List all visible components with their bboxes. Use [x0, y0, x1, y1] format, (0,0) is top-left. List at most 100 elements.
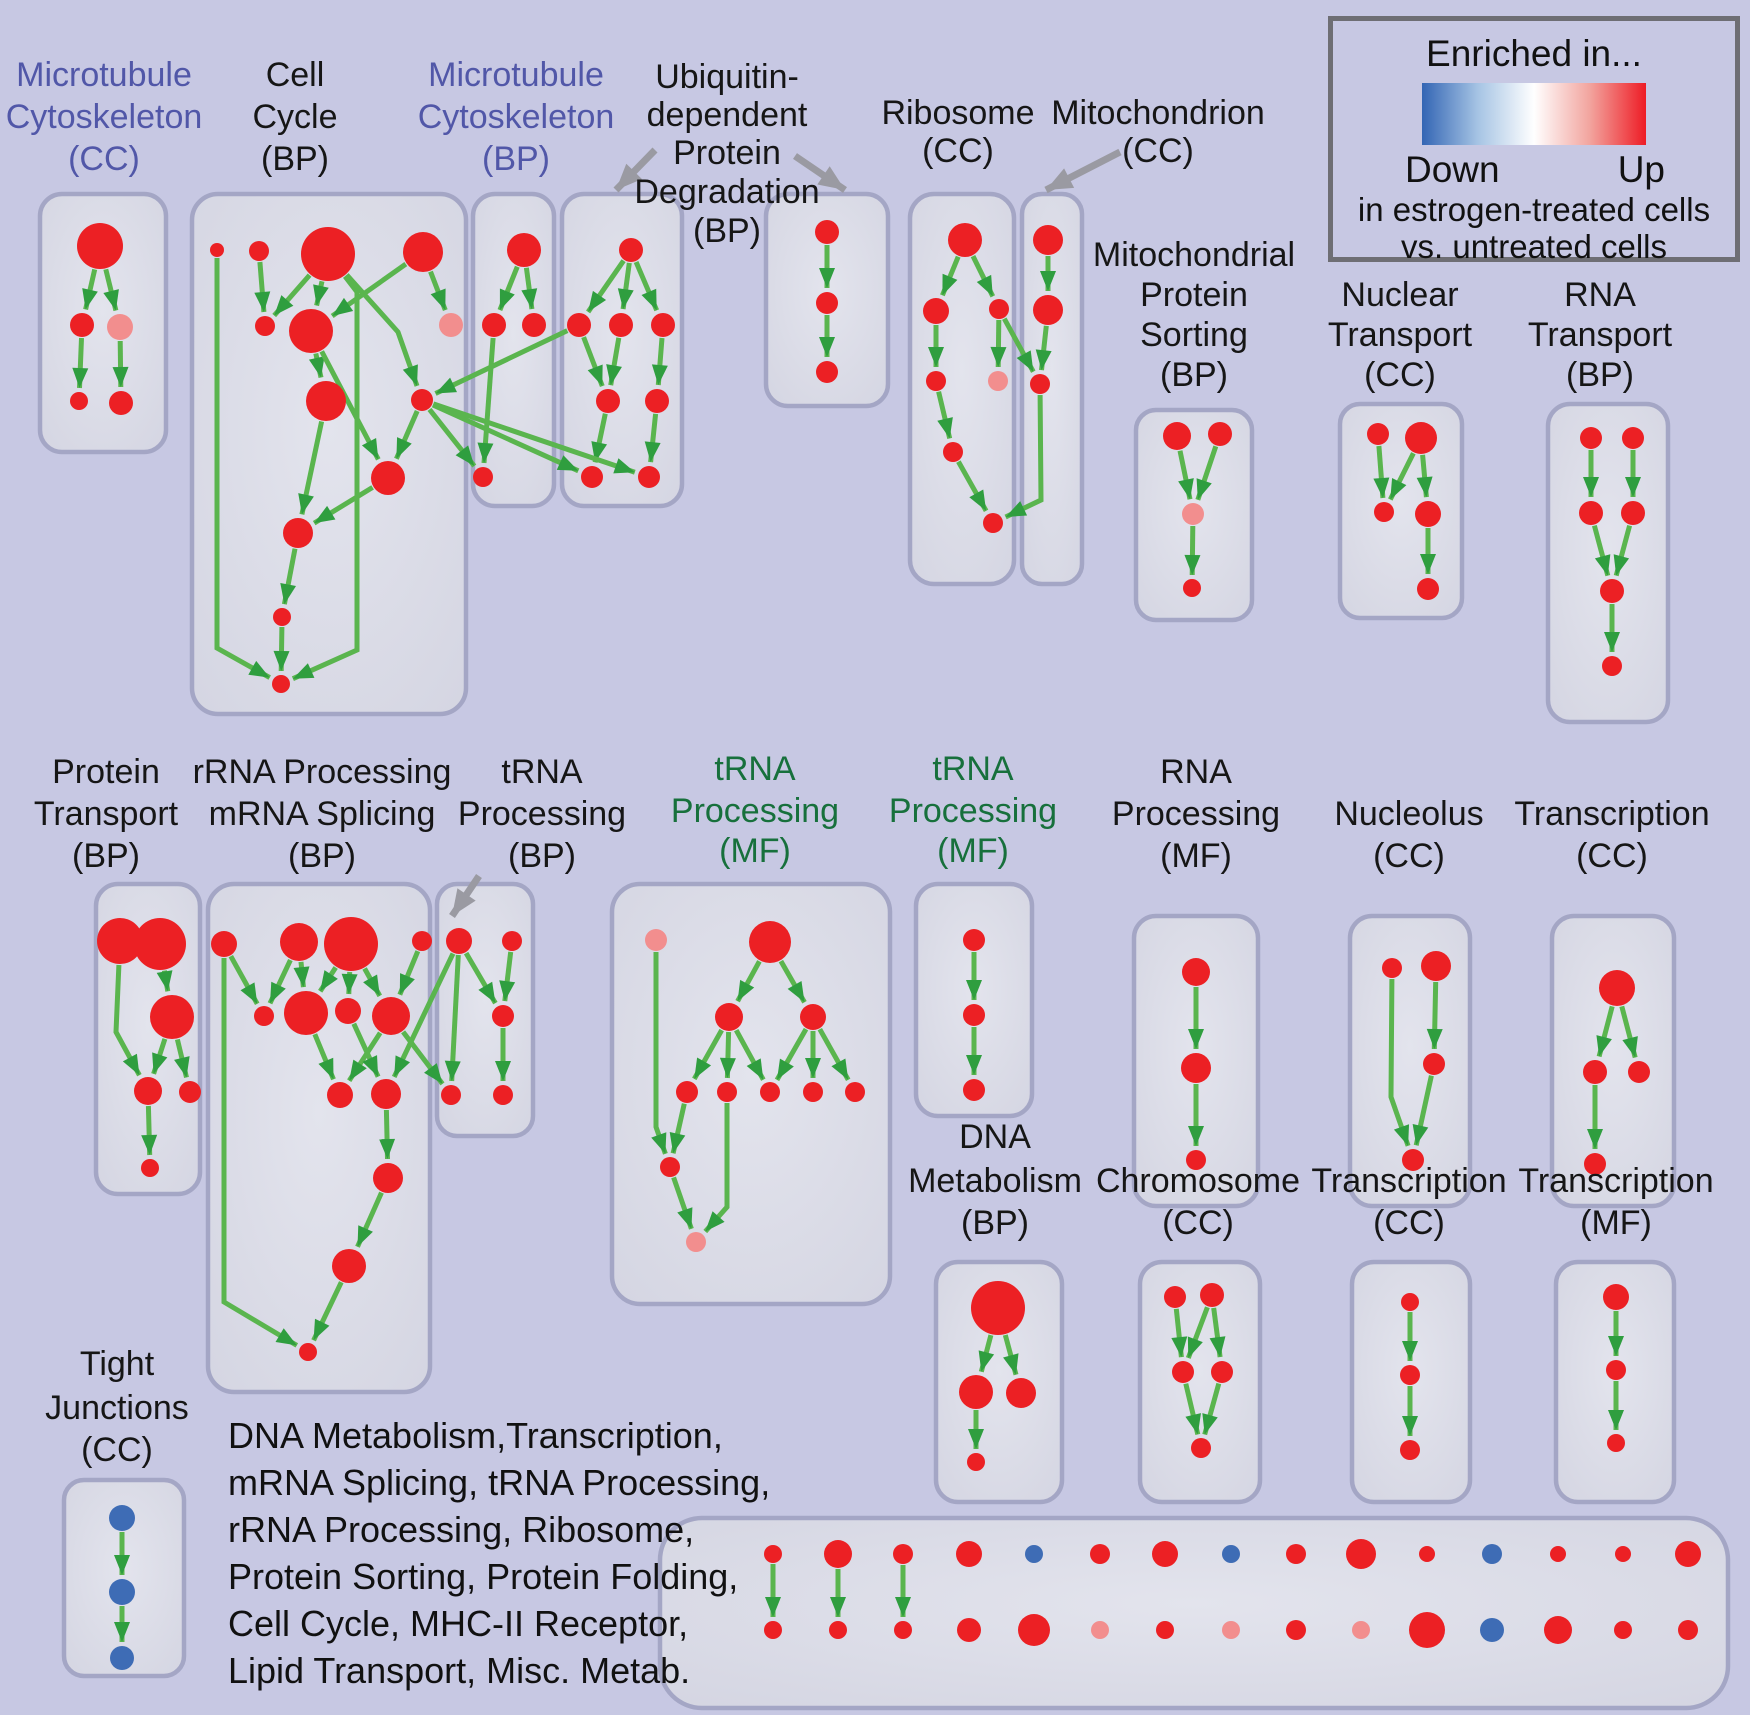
network-edge-n2-n4 [778, 959, 807, 1004]
network-edge-n3-n6 [719, 1031, 736, 1079]
cluster-label-8-line-2: Transport [1328, 316, 1473, 354]
network-node-m4 [441, 1085, 461, 1105]
network-node-s1 [971, 1281, 1025, 1335]
network-node-l4 [335, 998, 361, 1024]
network-node-bt2 [824, 1540, 852, 1568]
pointer-arrows-layer [449, 147, 1122, 918]
network-node-d5 [596, 389, 620, 413]
network-node-bt1 [764, 1545, 782, 1563]
cluster-label-18-line-3: (BP) [961, 1204, 1029, 1242]
cluster-label-9-line-3: (BP) [1566, 356, 1634, 394]
network-node-l7 [324, 917, 378, 971]
cluster-box-ubiquitin-bp-1 [559, 191, 685, 509]
legend-gradient-bar [1422, 83, 1646, 145]
network-edge-i2-i4 [1416, 454, 1433, 498]
cluster-label-11-line-2: mRNA Splicing [209, 795, 436, 833]
cluster-label-8-line-3: (CC) [1364, 356, 1436, 394]
network-edge-d1-d3 [617, 262, 634, 310]
network-node-b10 [371, 461, 405, 495]
network-node-j4 [1621, 501, 1645, 525]
network-edge-f1-f3 [970, 254, 996, 298]
network-node-l13 [299, 1343, 317, 1361]
network-edge-k2-k3 [156, 970, 173, 992]
network-node-s4 [967, 1453, 985, 1471]
network-node-n10 [660, 1157, 680, 1177]
network-node-k6 [141, 1159, 159, 1177]
network-node-n6 [717, 1082, 737, 1102]
misc-annotation-line-2: mRNA Splicing, tRNA Processing, [228, 1462, 771, 1503]
cluster-label-1-line-1: Microtubule [16, 56, 192, 94]
network-node-d6 [645, 389, 669, 413]
network-node-bb10 [1352, 1621, 1370, 1639]
cluster-label-18-line-2: Metabolism [908, 1162, 1082, 1200]
cluster-box-nucleolus-cc [1347, 913, 1473, 1209]
network-node-b13 [272, 675, 290, 693]
network-node-bb2 [829, 1621, 847, 1639]
network-node-h4 [1183, 579, 1201, 597]
cluster-label-12-line-2: Processing [458, 795, 626, 833]
network-node-bt13 [1550, 1546, 1566, 1562]
network-node-t4 [1211, 1361, 1233, 1383]
network-edge-r1-r3 [1619, 1005, 1638, 1059]
network-node-f1 [948, 223, 982, 257]
network-edge-f1-f2 [940, 255, 961, 297]
network-node-b11 [283, 518, 313, 548]
cluster-label-4-line-1: Ubiquitin- [655, 58, 799, 96]
network-node-k5 [179, 1081, 201, 1103]
cluster-label-3-line-1: Microtubule [428, 56, 604, 94]
network-node-m3 [492, 1005, 514, 1027]
network-edge-n2-n3 [735, 960, 762, 1003]
network-edge-b9-d8 [432, 401, 636, 475]
cluster-label-5-line-1: Ribosome [881, 94, 1034, 132]
network-edge-n1-n10 [651, 952, 668, 1155]
network-edge-b2-b5 [254, 261, 271, 313]
cluster-label-2-line-3: (BP) [261, 140, 329, 178]
cluster-box-chromosome-cc [1137, 1259, 1263, 1505]
network-node-b5 [255, 316, 275, 336]
network-node-b8 [306, 381, 346, 421]
network-node-i4 [1415, 501, 1441, 527]
network-node-bb4 [957, 1618, 981, 1642]
network-node-bt15 [1675, 1541, 1701, 1567]
cluster-label-16-line-1: Nucleolus [1334, 795, 1483, 833]
network-node-d1 [619, 238, 643, 262]
cluster-label-1-line-3: (CC) [68, 140, 140, 178]
network-edge-b3-b6 [313, 280, 329, 307]
label-pointer-arrow-1 [613, 147, 658, 193]
network-edge-g3-f7 [1004, 394, 1044, 520]
network-node-m1 [446, 928, 472, 954]
cluster-label-4-line-4: Degradation [634, 173, 819, 211]
cluster-label-8-line-1: Nuclear [1341, 276, 1458, 314]
misc-annotation-line-4: Protein Sorting, Protein Folding, [228, 1556, 739, 1597]
cluster-box-microtubule-cc [37, 191, 169, 455]
network-node-c2 [482, 313, 506, 337]
cluster-box-misc-cluster-strip [657, 1515, 1731, 1711]
cluster-label-10-line-1: Protein [52, 753, 160, 791]
network-node-u3 [1400, 1440, 1420, 1460]
cluster-label-19-line-2: (CC) [1162, 1204, 1234, 1242]
network-node-bb8 [1222, 1621, 1240, 1639]
network-node-b7 [439, 313, 463, 337]
network-edge-l5-m4 [401, 1030, 445, 1086]
network-node-q1 [1382, 958, 1402, 978]
network-node-bt10 [1346, 1539, 1376, 1569]
network-edge-b11-b12 [280, 548, 298, 605]
network-edge-q2-q3 [1426, 981, 1443, 1050]
network-node-u2 [1400, 1365, 1420, 1385]
network-node-j2 [1622, 427, 1644, 449]
network-node-w3 [110, 1646, 134, 1670]
cluster-label-7-line-2: Protein [1140, 276, 1248, 314]
network-edge-b9-d7 [431, 402, 580, 474]
network-edge-s1-s2 [978, 1334, 995, 1373]
legend-subtitle-2: vs. untreated cells [1401, 228, 1667, 265]
network-node-v3 [1607, 1434, 1625, 1452]
network-node-v2 [1606, 1360, 1626, 1380]
network-edge-a1-a3 [103, 268, 119, 312]
network-node-n5 [676, 1081, 698, 1103]
network-node-k4 [134, 1077, 162, 1105]
network-node-g1 [1033, 225, 1063, 255]
network-node-k3 [150, 995, 194, 1039]
cluster-label-13-line-2: Processing [671, 792, 839, 830]
network-edge-i2-i3 [1388, 452, 1416, 501]
